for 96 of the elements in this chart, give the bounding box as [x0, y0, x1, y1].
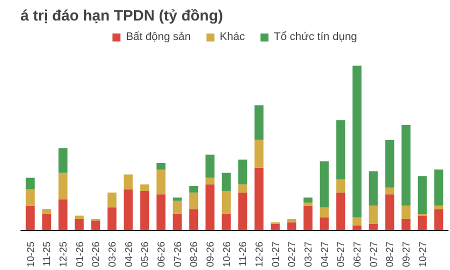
x-tick-label: 09-27	[402, 241, 413, 268]
legend-label: Bất động sản	[126, 31, 191, 43]
x-tick-label: 05-26	[140, 241, 152, 268]
bar	[26, 206, 35, 230]
x-tick-label: 10-25	[26, 241, 37, 268]
bar	[26, 178, 35, 190]
bar	[58, 148, 68, 173]
bar	[402, 218, 411, 230]
bar	[287, 222, 296, 230]
legend-label: Tổ chức tín dụng	[274, 31, 358, 43]
bar	[254, 105, 264, 140]
bar	[368, 206, 378, 224]
bar	[238, 160, 248, 184]
x-tick-label: 04-26	[124, 241, 135, 268]
bar	[189, 186, 198, 193]
x-tick-label: 02-26	[91, 241, 102, 268]
x-tick-label: 02-27	[287, 241, 298, 268]
bar	[304, 206, 313, 230]
bar	[336, 120, 346, 180]
bar	[320, 161, 329, 208]
bar	[107, 207, 116, 230]
x-tick-label: 10-27	[418, 241, 429, 268]
bar	[42, 214, 52, 230]
bar	[107, 192, 116, 208]
bar	[222, 172, 231, 191]
bar	[222, 190, 231, 214]
bar	[42, 209, 52, 214]
x-tick-label: 11-26	[238, 241, 250, 266]
bar	[434, 209, 444, 230]
x-tick-label: 07-27	[368, 241, 380, 268]
bar	[124, 189, 133, 230]
bar	[336, 179, 346, 193]
bar	[124, 174, 133, 190]
x-tick-label: 07-26	[172, 241, 184, 268]
bar	[58, 172, 68, 200]
bar	[270, 224, 280, 230]
bar	[418, 216, 427, 230]
bar	[385, 140, 394, 188]
bar	[238, 184, 248, 193]
x-tick-label: 01-27	[270, 241, 282, 268]
bar	[304, 202, 313, 206]
bar	[74, 218, 84, 230]
x-tick-label: 05-27	[336, 241, 348, 268]
bar	[172, 200, 182, 214]
x-tick-label: 12-26	[254, 241, 266, 268]
bar	[26, 189, 35, 206]
bar	[320, 217, 329, 230]
bar	[368, 224, 378, 230]
bar	[287, 218, 296, 222]
chart-title: á trị đáo hạn TPDN (tỷ đồng)	[20, 8, 223, 24]
bar	[172, 214, 182, 230]
bar	[206, 154, 214, 178]
bar	[368, 171, 378, 206]
bar	[402, 125, 411, 206]
bar	[418, 176, 427, 214]
bar	[156, 194, 166, 230]
x-tick-label: 06-27	[352, 241, 364, 268]
bar	[254, 140, 264, 168]
bar	[402, 206, 411, 219]
x-tick-label: 06-26	[156, 241, 168, 268]
bar	[336, 192, 346, 230]
x-tick-label: 10-26	[222, 241, 233, 268]
bar	[156, 162, 166, 170]
bar	[74, 216, 84, 219]
bar	[206, 184, 214, 230]
bar	[352, 66, 362, 218]
bar	[140, 190, 150, 230]
bar	[254, 168, 264, 230]
bar	[434, 206, 444, 210]
x-tick-label: 11-25	[42, 241, 54, 266]
x-tick-label: 01-26	[74, 241, 86, 268]
bar	[238, 192, 248, 230]
bar	[304, 198, 313, 202]
x-tick-label: 12-25	[58, 241, 70, 268]
bar	[385, 194, 394, 230]
bar	[434, 170, 444, 206]
bar	[222, 214, 231, 230]
x-tick-label: 03-27	[304, 241, 315, 268]
bar	[352, 217, 362, 226]
x-tick-label: 03-26	[107, 241, 118, 268]
bar	[156, 170, 166, 194]
bar	[320, 207, 329, 218]
x-tick-label: 08-27	[385, 241, 396, 268]
bar	[189, 192, 198, 210]
bar	[206, 178, 214, 184]
bar	[189, 209, 198, 230]
bar	[58, 199, 68, 230]
x-tick-label: 08-26	[189, 241, 200, 268]
x-tick-label: 04-27	[320, 241, 331, 268]
bar	[172, 198, 182, 201]
bar	[91, 220, 100, 230]
bar	[140, 184, 150, 191]
bar	[352, 226, 362, 230]
x-tick-label: 09-26	[205, 241, 216, 268]
legend-label: Khác	[220, 31, 245, 43]
bar	[385, 188, 394, 194]
